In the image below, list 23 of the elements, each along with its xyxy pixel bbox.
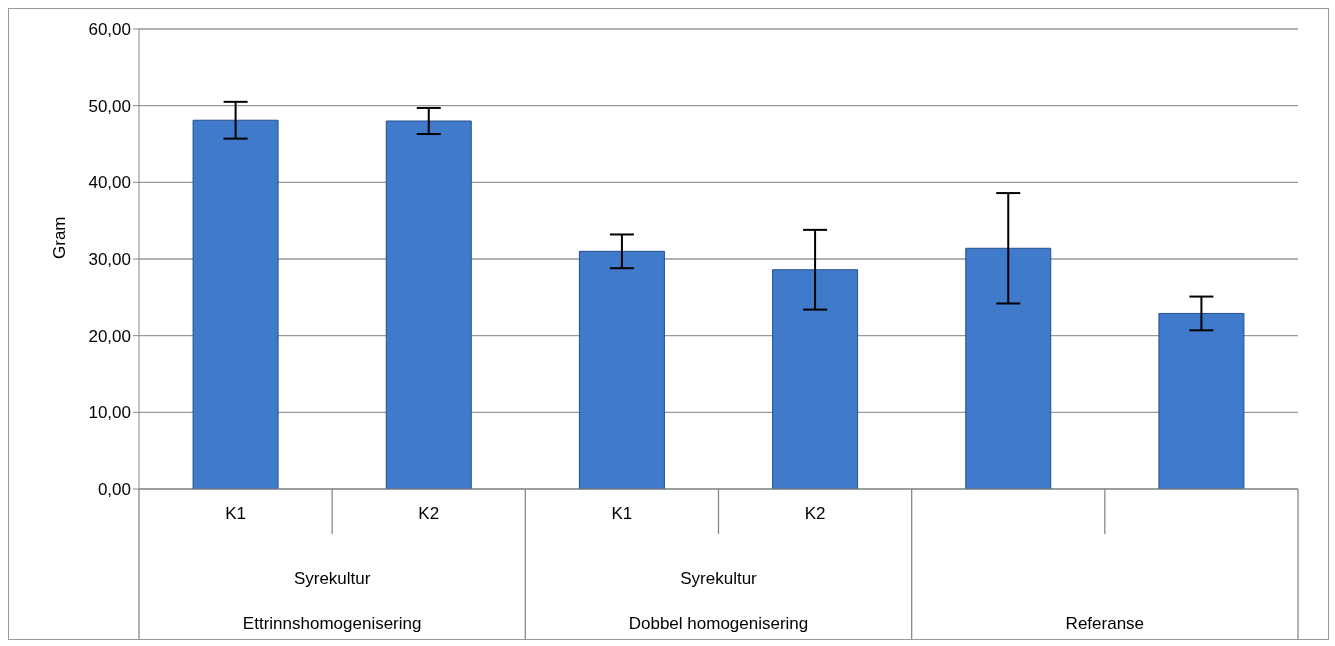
bar: [385, 120, 472, 489]
text: Syrekultur: [680, 569, 758, 588]
y-tick-label: 0,00: [97, 480, 131, 500]
bar: [1158, 312, 1245, 489]
y-tick-label: 30,00: [88, 250, 131, 270]
text: Referanse: [1065, 614, 1145, 633]
bar: [192, 119, 279, 489]
y-tick-label: 10,00: [88, 403, 131, 423]
bar: [772, 269, 859, 489]
y-axis-title: Gram: [50, 216, 70, 259]
bar: [578, 250, 665, 489]
x-tick-label: K2: [418, 504, 440, 524]
x-tick-label: K1: [225, 504, 246, 524]
x-tick-label: K2: [804, 504, 826, 524]
y-tick-label: 20,00: [88, 326, 131, 346]
y-tick-label: 40,00: [88, 173, 131, 193]
text: Syrekultur: [293, 569, 371, 588]
bar: [965, 247, 1052, 489]
x-tick-label: K1: [611, 504, 633, 524]
y-tick-label: 60,00: [88, 20, 131, 40]
y-tick-label: 50,00: [88, 96, 131, 116]
text: Ettrinnshomogenisering: [242, 614, 422, 633]
text: Dobbel homogenisering: [628, 614, 809, 633]
